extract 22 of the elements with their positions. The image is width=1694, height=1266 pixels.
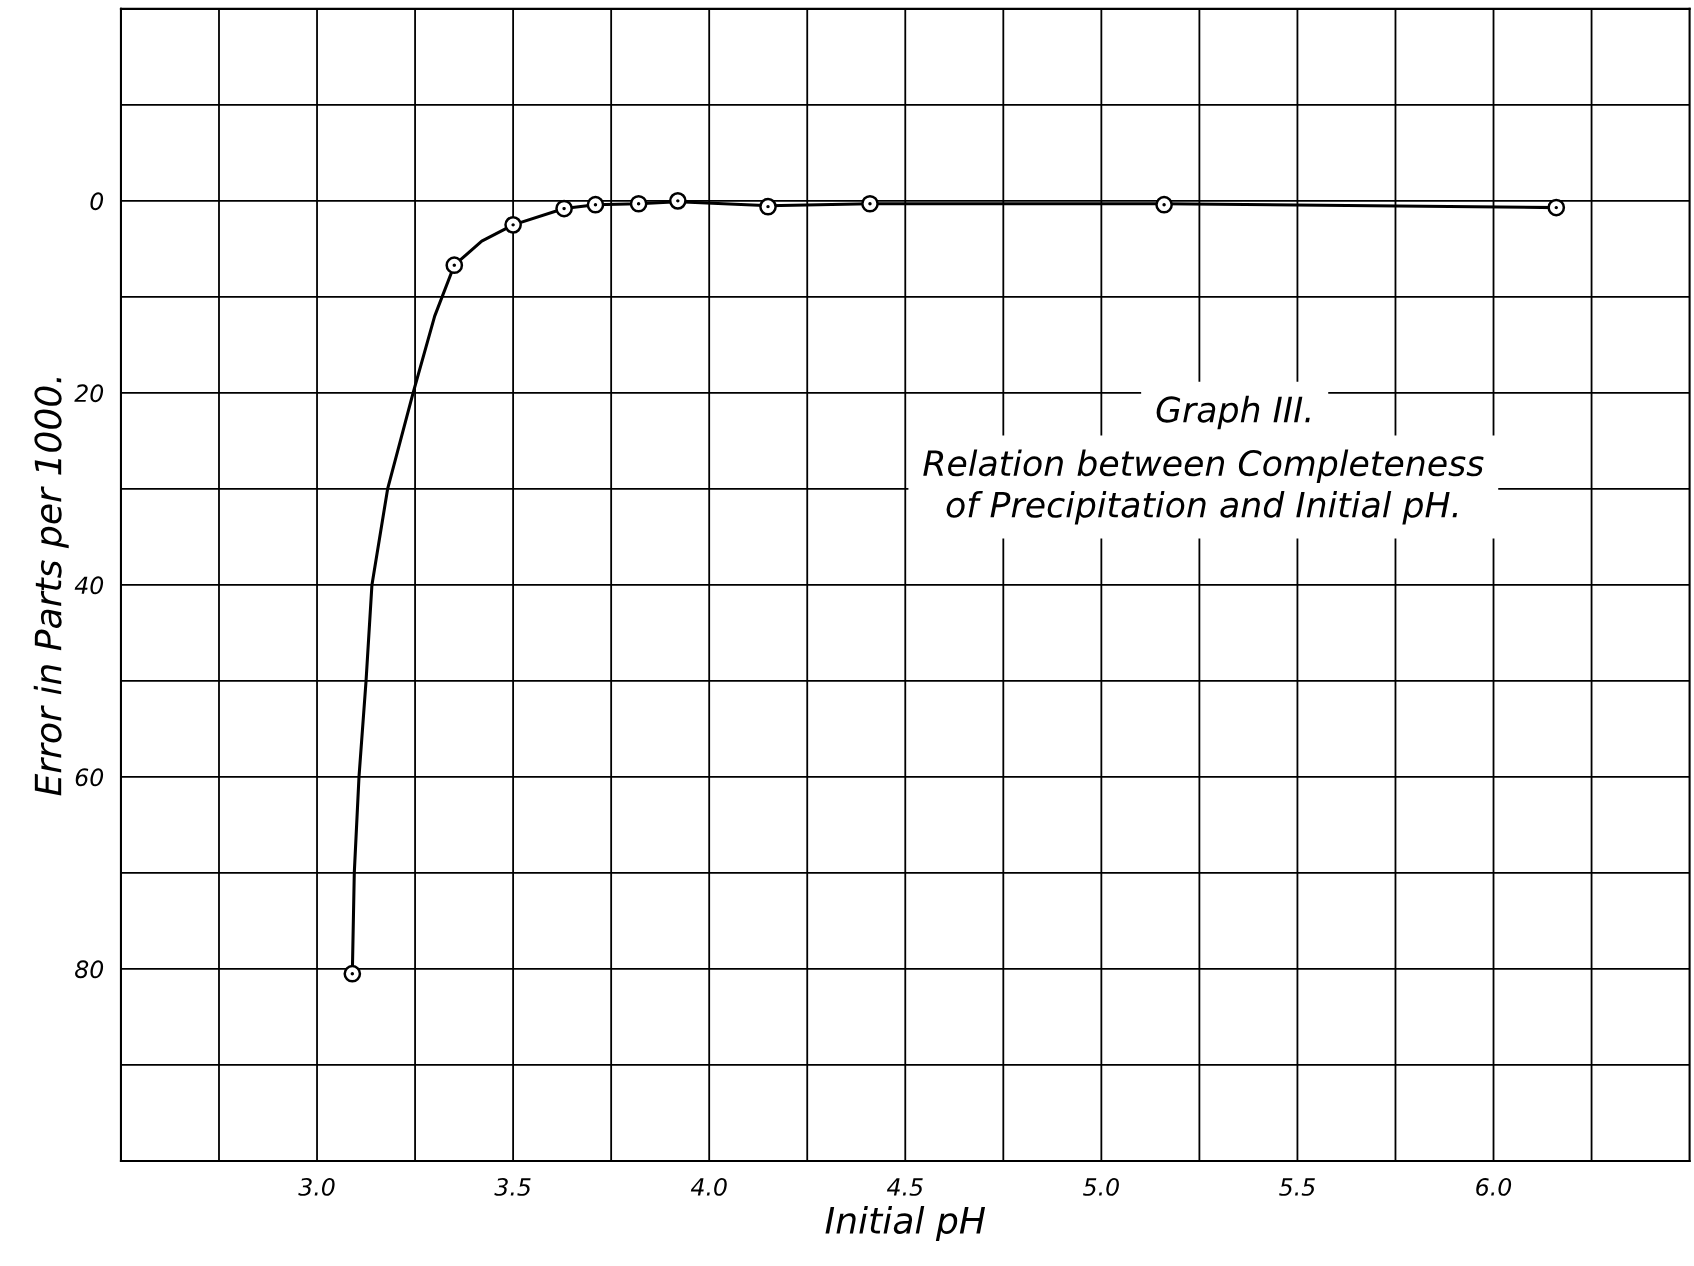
- point: [629, 194, 648, 213]
- x-tick-label: 5.5: [1279, 1178, 1315, 1196]
- point: [586, 195, 605, 214]
- x-tick-label: 5.0: [1083, 1178, 1119, 1196]
- text: Relation between Completeness of Precipitation and Initial pH.: [923, 449, 1484, 525]
- x-tick-label: 4.5: [886, 1178, 923, 1196]
- y-tick-label: 20: [74, 384, 104, 403]
- point: [445, 256, 464, 275]
- y-axis-title: Error in Parts per 1000.: [33, 378, 69, 796]
- x-axis-title: Initial pH: [825, 1206, 986, 1241]
- y-tick-label: 80: [75, 960, 104, 979]
- point: [343, 964, 362, 983]
- y-tick-label: 40: [74, 576, 104, 595]
- point: [861, 194, 879, 213]
- x-tick-label: 4.0: [690, 1178, 727, 1196]
- y-tick-label: 0: [90, 192, 104, 211]
- text: Graph III.: [1156, 395, 1310, 430]
- x-tick-label: 3.5: [494, 1178, 531, 1196]
- x-tick-label: 6.0: [1476, 1178, 1512, 1196]
- x-tick-label: 3.0: [298, 1178, 335, 1196]
- y-tick-label: 60: [75, 768, 104, 787]
- point: [1155, 195, 1173, 214]
